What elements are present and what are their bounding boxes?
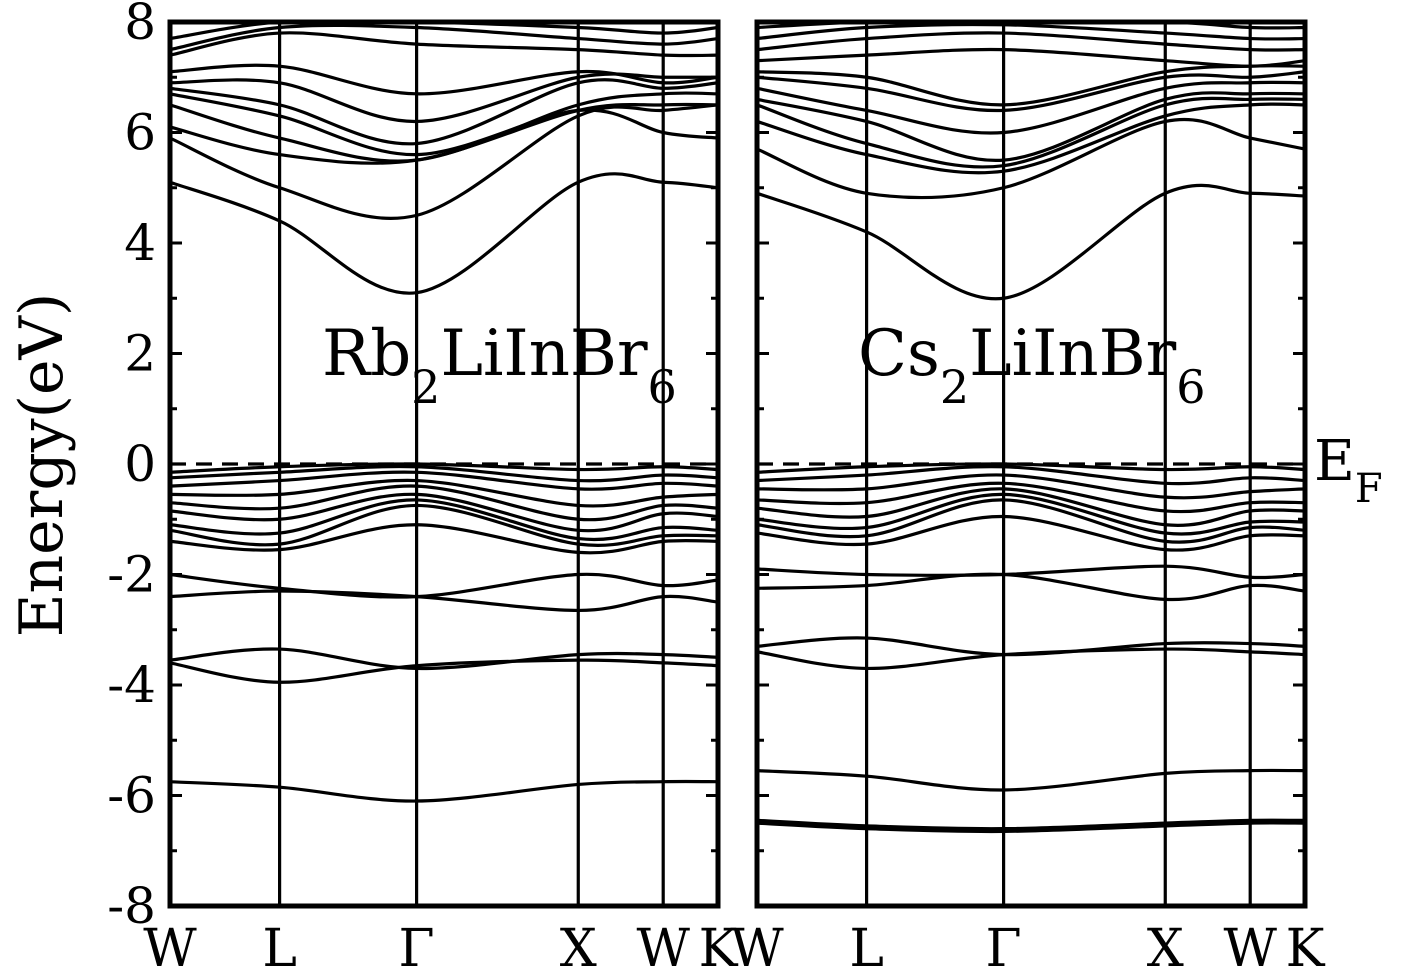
kpoint-label-W: W bbox=[143, 919, 197, 978]
band-line-20 bbox=[170, 72, 718, 124]
band-line-19 bbox=[170, 78, 718, 146]
kpoint-label-K: K bbox=[1286, 919, 1326, 978]
kpoint-label-Γ: Γ bbox=[399, 919, 435, 978]
kpoint-label-W: W bbox=[730, 919, 784, 978]
ytick-label: 0 bbox=[124, 435, 156, 493]
ytick-label: -4 bbox=[107, 656, 156, 714]
formula-label-cs2liinbr6: Cs2LiInBr6 bbox=[858, 317, 1205, 414]
band-line-18 bbox=[170, 92, 718, 157]
ytick-label: -6 bbox=[107, 767, 156, 825]
bands-group bbox=[170, 22, 718, 803]
formula-label-rb2liinbr6: Rb2LiInBr6 bbox=[322, 317, 677, 414]
fermi-level-label: EF bbox=[1314, 429, 1383, 512]
ytick-label: 2 bbox=[124, 325, 156, 383]
kpoint-label-L: L bbox=[262, 919, 297, 978]
band-line-15 bbox=[757, 183, 1305, 301]
kpoint-label-X: X bbox=[560, 919, 597, 978]
y-axis-label: Energy(eV) bbox=[7, 293, 77, 638]
kpoint-label-K: K bbox=[699, 919, 739, 978]
band-line-23 bbox=[757, 47, 1305, 68]
bands-group bbox=[757, 22, 1305, 834]
band-line-14 bbox=[170, 172, 718, 295]
kpoint-label-W: W bbox=[636, 919, 690, 978]
band-line-4 bbox=[170, 572, 718, 599]
band-line-5 bbox=[170, 523, 718, 555]
ytick-label: 4 bbox=[124, 214, 156, 272]
ytick-label: 8 bbox=[124, 0, 156, 51]
band-line-5 bbox=[757, 572, 1305, 602]
band-line-2 bbox=[757, 768, 1305, 792]
kpoint-label-Γ: Γ bbox=[986, 919, 1022, 978]
ytick-label: 6 bbox=[124, 104, 156, 162]
kpoint-label-L: L bbox=[849, 919, 884, 978]
kpoint-label-X: X bbox=[1147, 919, 1184, 978]
ytick-label: -8 bbox=[107, 877, 156, 935]
band-line-1 bbox=[170, 658, 718, 684]
ytick-label: -2 bbox=[107, 546, 156, 604]
band-line-3 bbox=[757, 647, 1305, 671]
band-line-9 bbox=[757, 492, 1305, 536]
band-line-0 bbox=[170, 779, 718, 803]
kpoint-label-W: W bbox=[1223, 919, 1277, 978]
band-line-2 bbox=[170, 647, 718, 671]
